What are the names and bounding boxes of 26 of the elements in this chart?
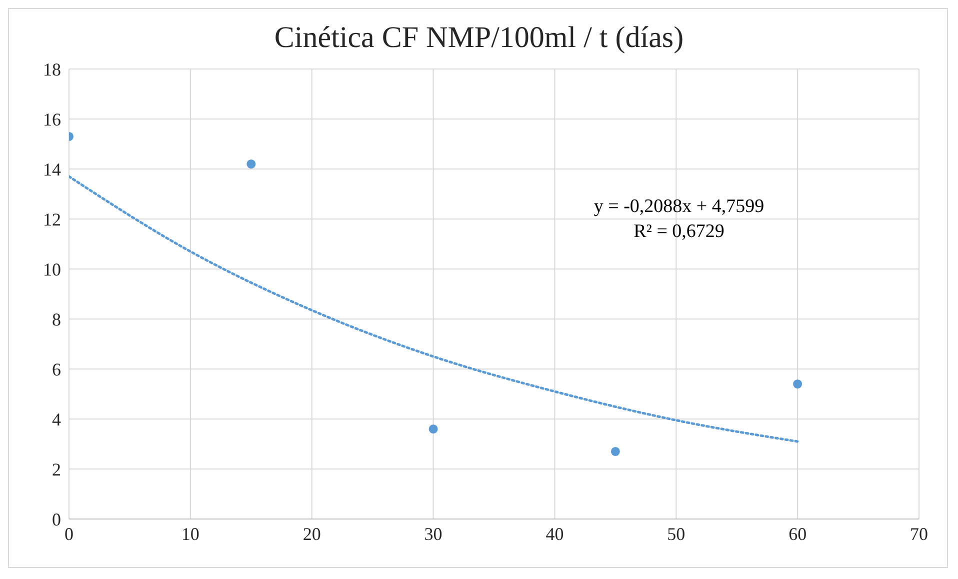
y-tick-label: 4 bbox=[52, 409, 61, 430]
x-tick-label: 70 bbox=[910, 524, 928, 544]
y-tick-label: 8 bbox=[52, 309, 61, 330]
line-series bbox=[69, 175, 799, 443]
x-tick-label: 40 bbox=[546, 524, 564, 544]
annotation: R² = 0,6729 bbox=[632, 220, 726, 244]
y-tick-label: 0 bbox=[52, 509, 61, 530]
y-tick-label: 14 bbox=[43, 159, 61, 180]
y-tick-label: 12 bbox=[43, 209, 61, 230]
x-tick-label: 10 bbox=[181, 524, 200, 544]
point bbox=[610, 446, 620, 456]
x-tick-label: 0 bbox=[64, 524, 74, 544]
x-tick-label: 20 bbox=[302, 524, 321, 544]
point bbox=[428, 424, 438, 434]
x-tick-label: 60 bbox=[788, 524, 807, 544]
annotation: y = -0,2088x + 4,7599 bbox=[592, 195, 766, 219]
x-tick-label: 30 bbox=[424, 524, 442, 544]
chart-title: Cinética CF NMP/100ml / t (días) bbox=[273, 21, 685, 55]
y-tick-label: 2 bbox=[52, 459, 61, 480]
y-tick-label: 10 bbox=[43, 259, 61, 280]
point bbox=[246, 159, 256, 169]
point bbox=[793, 379, 802, 389]
y-tick-label: 6 bbox=[52, 359, 61, 380]
y-tick-label: 18 bbox=[43, 59, 61, 80]
y-tick-label: 16 bbox=[43, 109, 61, 130]
x-tick-label: 50 bbox=[667, 524, 686, 544]
